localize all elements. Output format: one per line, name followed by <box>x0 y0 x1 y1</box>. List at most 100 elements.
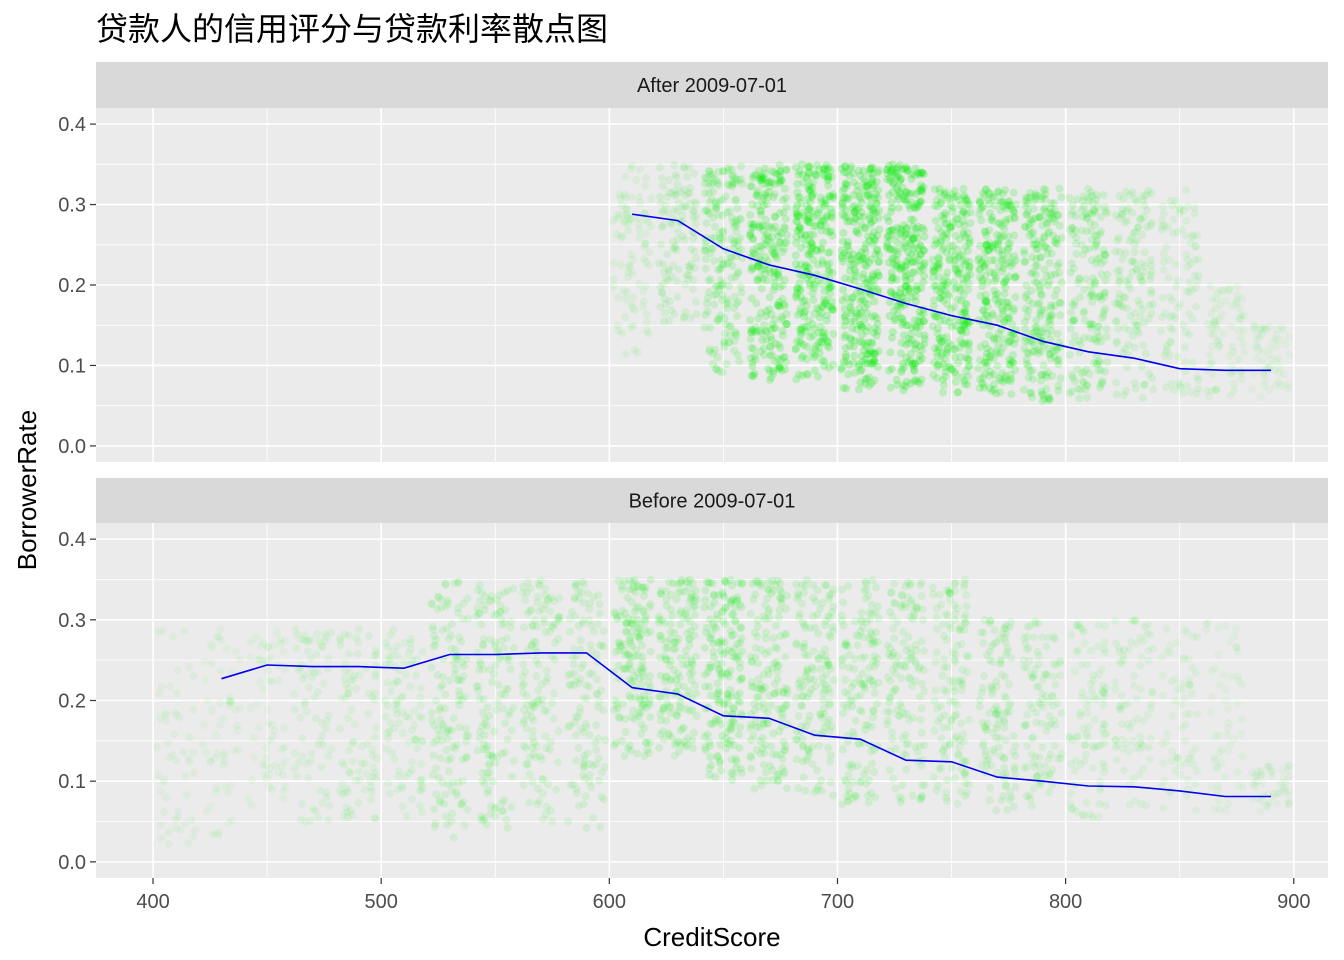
scatter-point <box>637 720 646 729</box>
scatter-point <box>667 306 676 314</box>
scatter-point <box>627 250 636 259</box>
scatter-point <box>201 748 210 757</box>
scatter-point <box>772 170 781 179</box>
scatter-point <box>1095 253 1104 262</box>
scatter-point <box>1213 337 1222 346</box>
scatter-point <box>1211 385 1220 394</box>
scatter-point <box>944 318 953 327</box>
scatter-point <box>398 708 407 717</box>
scatter-point <box>983 358 992 367</box>
scatter-point <box>1190 255 1199 264</box>
scatter-point <box>770 266 778 275</box>
scatter-point <box>582 680 591 689</box>
scatter-point <box>1137 362 1146 371</box>
scatter-point <box>189 832 198 841</box>
scatter-point <box>818 599 827 607</box>
scatter-point <box>168 751 177 760</box>
scatter-point <box>845 342 854 350</box>
scatter-point <box>718 226 727 235</box>
scatter-point <box>279 794 288 803</box>
scatter-point <box>852 205 861 214</box>
scatter-point <box>809 230 818 239</box>
scatter-point <box>1121 249 1130 258</box>
scatter-point <box>811 171 820 179</box>
scatter-point <box>656 303 665 311</box>
scatter-point <box>1020 246 1029 255</box>
scatter-point <box>756 326 764 335</box>
scatter-point <box>1020 257 1029 266</box>
scatter-point <box>207 658 216 667</box>
scatter-point <box>1162 383 1171 392</box>
scatter-point <box>438 778 447 787</box>
scatter-point <box>898 781 907 790</box>
scatter-point <box>226 698 234 707</box>
scatter-point <box>929 371 938 379</box>
scatter-point <box>1239 311 1248 320</box>
scatter-point <box>873 362 882 371</box>
scatter-point <box>509 703 518 712</box>
scatter-point <box>460 821 469 830</box>
scatter-point <box>335 724 344 733</box>
scatter-point <box>484 786 493 794</box>
scatter-point <box>710 622 719 631</box>
scatter-point <box>915 351 924 360</box>
scatter-point <box>820 164 829 173</box>
scatter-point <box>1079 308 1088 317</box>
scatter-point <box>822 296 831 305</box>
scatter-point <box>1027 217 1036 226</box>
scatter-point <box>915 692 924 701</box>
scatter-point <box>766 351 775 360</box>
scatter-point <box>1183 262 1192 271</box>
scatter-point <box>760 265 769 274</box>
scatter-point <box>645 695 654 704</box>
scatter-point <box>773 300 782 309</box>
scatter-point <box>768 233 777 241</box>
scatter-point <box>431 819 440 828</box>
scatter-point <box>934 717 943 726</box>
scatter-point <box>347 705 356 714</box>
scatter-point <box>810 353 819 362</box>
scatter-point <box>753 202 762 210</box>
scatter-point <box>824 280 833 289</box>
scatter-point <box>915 307 924 316</box>
scatter-point <box>1004 239 1013 248</box>
scatter-point <box>398 802 407 811</box>
scatter-point <box>930 266 939 275</box>
scatter-point <box>609 282 618 291</box>
scatter-point <box>689 728 698 737</box>
scatter-point <box>775 361 783 370</box>
scatter-point <box>774 271 782 280</box>
scatter-point <box>817 246 826 255</box>
scatter-point <box>1166 313 1175 321</box>
scatter-point <box>797 230 805 239</box>
scatter-point <box>820 328 829 337</box>
scatter-point <box>825 283 834 292</box>
scatter-point <box>810 222 818 231</box>
scatter-point <box>808 241 817 250</box>
scatter-point <box>700 643 709 652</box>
scatter-point <box>246 703 255 712</box>
scatter-point <box>938 671 947 680</box>
scatter-point <box>1131 309 1139 317</box>
scatter-point <box>1272 357 1281 366</box>
scatter-point <box>372 754 381 763</box>
scatter-point <box>918 781 926 790</box>
scatter-point <box>796 331 805 340</box>
scatter-point <box>773 364 782 373</box>
scatter-point <box>792 293 801 302</box>
scatter-point <box>811 221 820 230</box>
scatter-point <box>1068 201 1077 209</box>
scatter-point <box>804 169 813 178</box>
scatter-point <box>715 314 724 323</box>
scatter-point <box>757 781 766 790</box>
scatter-point <box>762 200 771 209</box>
scatter-point <box>802 355 811 364</box>
y-tick-label: 0.0 <box>58 436 86 458</box>
scatter-point <box>829 330 838 338</box>
scatter-point <box>750 371 758 380</box>
scatter-point <box>824 175 833 184</box>
scatter-point <box>872 199 881 208</box>
scatter-point <box>824 163 833 172</box>
scatter-point <box>686 314 695 322</box>
scatter-point <box>794 210 802 219</box>
